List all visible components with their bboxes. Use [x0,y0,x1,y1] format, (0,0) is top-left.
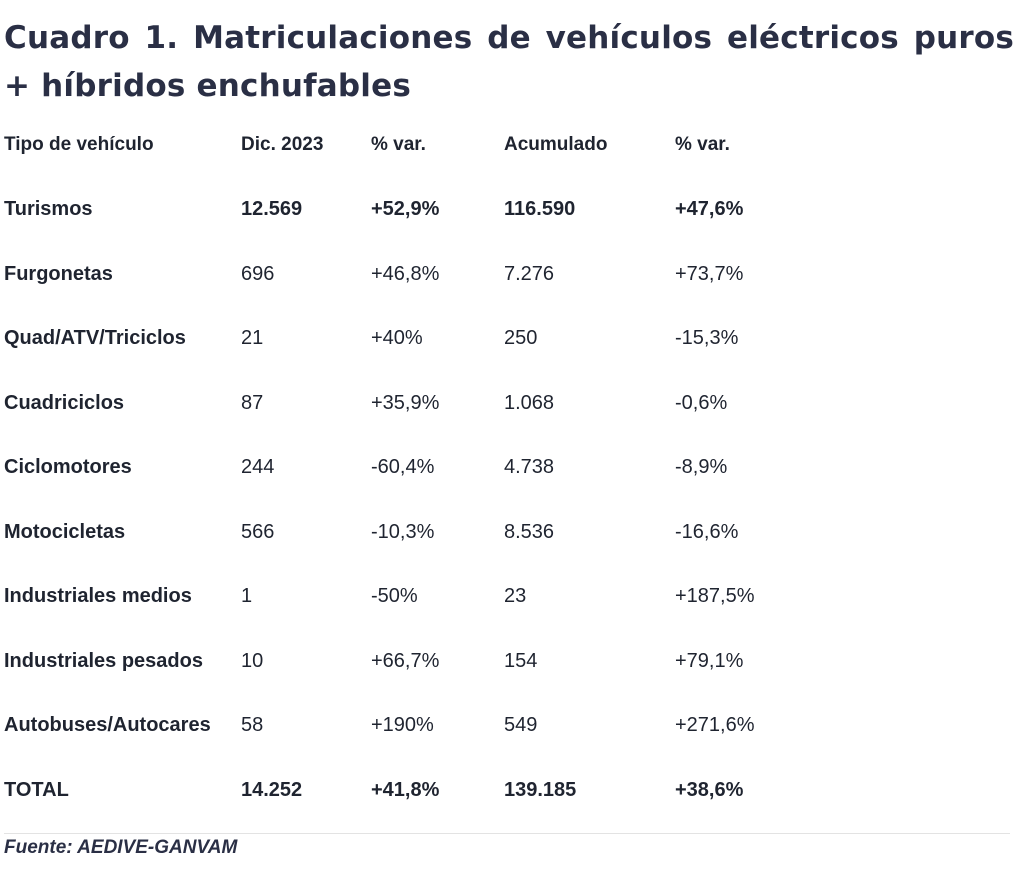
cell-accumulated: 139.185 [504,778,577,801]
cell-var-accumulated: +38,6% [675,778,744,801]
table-row: Quad/ATV/Triciclos 21 +40% 250 -15,3% [4,307,784,372]
cell-vehicle-type: Industriales medios [4,585,192,608]
cell-var-month: +190% [371,714,434,737]
cell-var-accumulated: +73,7% [675,262,744,285]
cell-var-accumulated: +271,6% [675,714,755,737]
cell-dec-2023: 1 [241,585,253,608]
cell-var-month: +46,8% [371,262,440,285]
column-header-var-accumulated: % var. [675,134,730,156]
cell-accumulated: 1.068 [504,391,555,414]
table-row-total: TOTAL 14.252 +41,8% 139.185 +38,6% [4,758,784,823]
column-header-vehicle-type: Tipo de vehículo [4,134,154,156]
cell-accumulated: 250 [504,327,538,350]
cell-vehicle-type: Quad/ATV/Triciclos [4,327,186,350]
column-header-var-month: % var. [371,134,426,156]
table-row: Autobuses/Autocares 58 +190% 549 +271,6% [4,694,784,759]
cell-accumulated: 154 [504,649,538,672]
table-row: Motocicletas 566 -10,3% 8.536 -16,6% [4,500,784,565]
cell-dec-2023: 14.252 [241,778,303,801]
cell-var-accumulated: -15,3% [675,327,739,350]
cell-var-month: -50% [371,585,418,608]
cell-var-month: +40% [371,327,423,350]
page-title: Cuadro 1. Matriculaciones de vehículos e… [4,20,1014,104]
table-row: Ciclomotores 244 -60,4% 4.738 -8,9% [4,436,784,501]
divider [4,833,1010,834]
column-header-dec-2023: Dic. 2023 [241,134,324,156]
cell-dec-2023: 21 [241,327,264,350]
cell-var-month: +41,8% [371,778,440,801]
cell-vehicle-type: Industriales pesados [4,649,203,672]
cell-dec-2023: 244 [241,456,275,479]
table-row: Industriales pesados 10 +66,7% 154 +79,1… [4,629,784,694]
cell-dec-2023: 12.569 [241,198,303,221]
cell-vehicle-type: Furgonetas [4,262,113,285]
table-header-row: Tipo de vehículo Dic. 2023 % var. Acumul… [4,113,784,178]
cell-var-accumulated: -8,9% [675,456,728,479]
source-caption: Fuente: AEDIVE-GANVAM [4,837,238,858]
cell-accumulated: 8.536 [504,520,555,543]
cell-var-accumulated: +79,1% [675,649,744,672]
cell-var-month: -10,3% [371,520,435,543]
cell-var-accumulated: -16,6% [675,520,739,543]
cell-vehicle-type: Ciclomotores [4,456,132,479]
table-row: Cuadriciclos 87 +35,9% 1.068 -0,6% [4,371,784,436]
cell-var-accumulated: -0,6% [675,391,728,414]
table-row: Furgonetas 696 +46,8% 7.276 +73,7% [4,242,784,307]
cell-var-accumulated: +47,6% [675,198,744,221]
cell-vehicle-type: Cuadriciclos [4,391,125,414]
cell-vehicle-type: TOTAL [4,778,69,801]
column-header-accumulated: Acumulado [504,134,608,156]
cell-dec-2023: 566 [241,520,275,543]
cell-var-month: +52,9% [371,198,440,221]
cell-dec-2023: 87 [241,391,264,414]
cell-accumulated: 7.276 [504,262,555,285]
cell-dec-2023: 696 [241,262,275,285]
cell-var-month: +35,9% [371,391,440,414]
cell-dec-2023: 10 [241,649,264,672]
registrations-table: Tipo de vehículo Dic. 2023 % var. Acumul… [4,113,784,823]
cell-accumulated: 116.590 [504,198,576,221]
cell-accumulated: 23 [504,585,527,608]
cell-vehicle-type: Autobuses/Autocares [4,714,211,737]
cell-var-month: +66,7% [371,649,440,672]
table-row: Turismos 12.569 +52,9% 116.590 +47,6% [4,178,784,243]
table-row: Industriales medios 1 -50% 23 +187,5% [4,565,784,630]
cell-var-accumulated: +187,5% [675,585,755,608]
cell-var-month: -60,4% [371,456,435,479]
cell-dec-2023: 58 [241,714,264,737]
cell-accumulated: 4.738 [504,456,555,479]
cell-vehicle-type: Turismos [4,198,93,221]
cell-vehicle-type: Motocicletas [4,520,126,543]
cell-accumulated: 549 [504,714,538,737]
